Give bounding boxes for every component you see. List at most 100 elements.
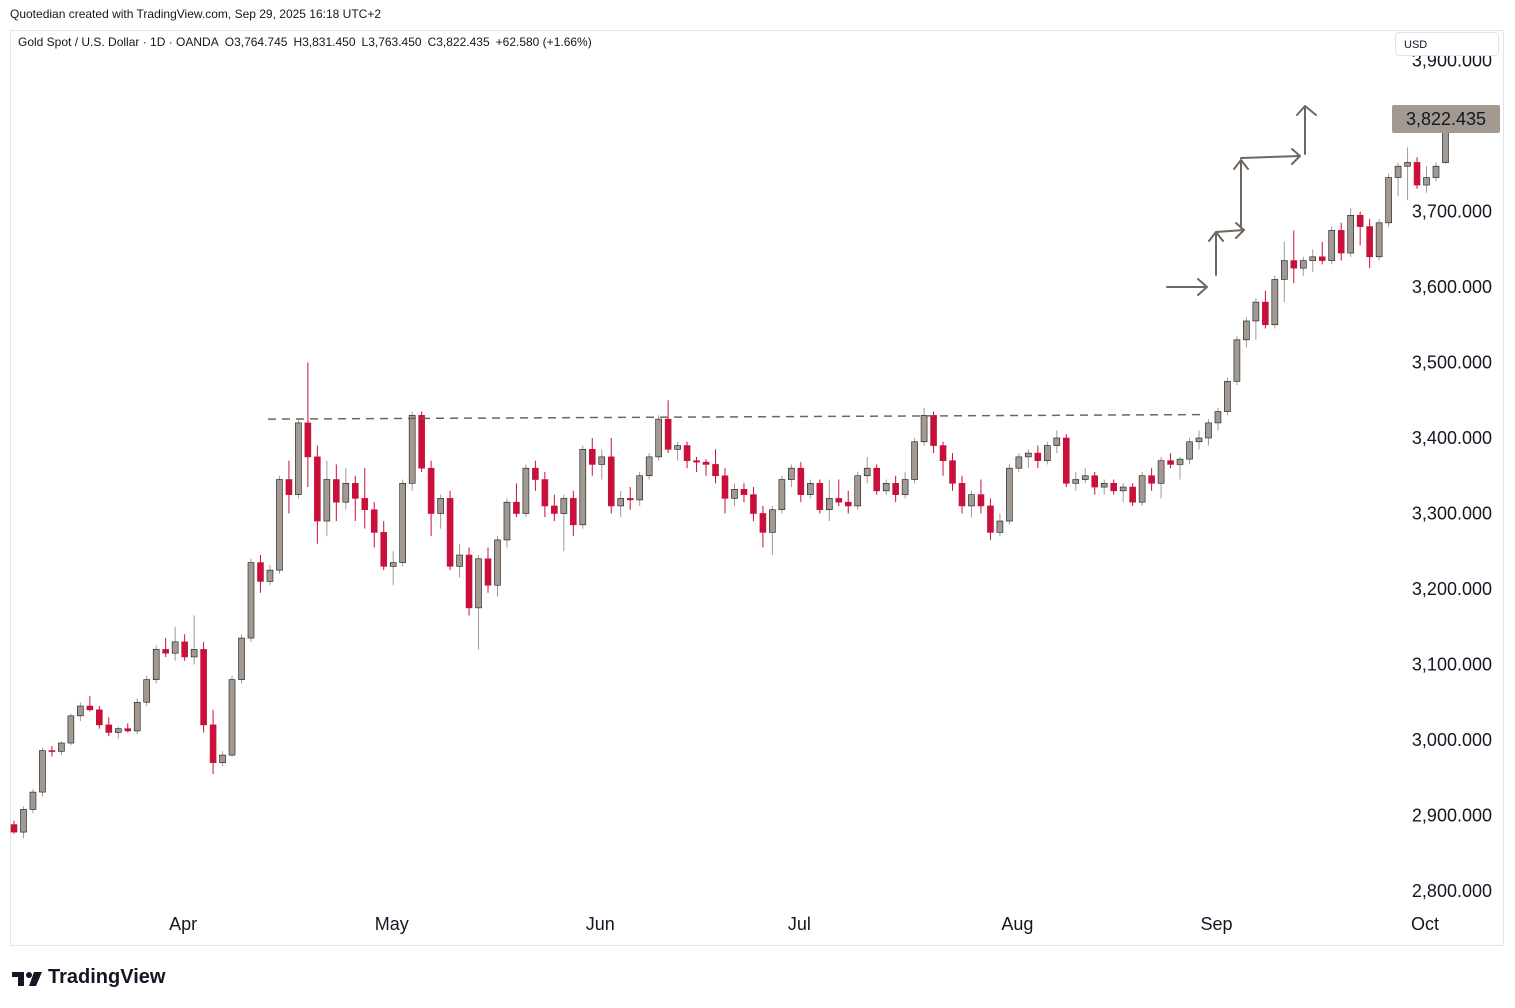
time-tick-label: Jul bbox=[788, 914, 811, 934]
candle bbox=[1299, 256, 1307, 276]
candle bbox=[238, 634, 245, 684]
time-tick-label: Sep bbox=[1200, 914, 1232, 934]
candle-body bbox=[645, 456, 653, 477]
candle bbox=[588, 438, 596, 476]
candle bbox=[816, 479, 824, 514]
candle-body bbox=[418, 415, 425, 469]
currency-button[interactable]: USD bbox=[1395, 32, 1499, 56]
candle-body bbox=[1290, 260, 1298, 269]
candle-body bbox=[380, 532, 388, 567]
candle-body bbox=[844, 501, 852, 507]
candle-body bbox=[351, 482, 359, 499]
candle bbox=[1176, 456, 1184, 480]
price-tick-label: 2,900.000 bbox=[1412, 806, 1492, 826]
candle-body bbox=[1167, 460, 1174, 465]
candle bbox=[228, 675, 236, 757]
candle bbox=[1138, 471, 1146, 506]
price-tick-label: 3,600.000 bbox=[1412, 277, 1492, 297]
arrow-up-3 bbox=[1296, 105, 1317, 155]
candle bbox=[901, 471, 909, 499]
candle bbox=[380, 521, 388, 571]
candle bbox=[882, 479, 890, 495]
candle bbox=[674, 441, 681, 461]
candle-body bbox=[1148, 475, 1155, 484]
candle-body bbox=[1176, 458, 1184, 465]
candle-body bbox=[854, 475, 862, 507]
candle bbox=[1394, 162, 1402, 197]
candle-body bbox=[816, 482, 824, 511]
candle-body bbox=[1394, 165, 1402, 178]
time-tick-label: Apr bbox=[169, 914, 197, 934]
candle-body bbox=[494, 539, 501, 586]
tradingview-logo: TradingView bbox=[12, 966, 165, 989]
candle bbox=[494, 536, 501, 597]
price-axis: 2,800.000 2,900.000 3,000.000 3,100.000 3,20… bbox=[1412, 51, 1492, 902]
candle-body bbox=[48, 750, 56, 752]
candle-body bbox=[1347, 214, 1354, 254]
candle bbox=[949, 453, 956, 491]
candle bbox=[219, 751, 226, 767]
candle bbox=[1337, 222, 1345, 261]
candle-body bbox=[1299, 260, 1307, 269]
candle bbox=[769, 505, 776, 556]
candle-body bbox=[1138, 475, 1146, 503]
candle-body bbox=[266, 569, 274, 582]
candle-body bbox=[133, 701, 141, 732]
candle bbox=[200, 641, 207, 733]
candle bbox=[1129, 483, 1136, 506]
candle bbox=[124, 723, 132, 733]
arrow-up-1 bbox=[1208, 231, 1224, 276]
candle bbox=[1309, 249, 1317, 272]
candle bbox=[1205, 419, 1212, 446]
candle bbox=[427, 460, 435, 537]
candle bbox=[1186, 438, 1193, 465]
candle bbox=[333, 464, 340, 522]
candle bbox=[532, 460, 539, 491]
candle-body bbox=[721, 475, 729, 499]
arrow-right-3 bbox=[1240, 148, 1301, 165]
candle-body bbox=[77, 705, 84, 717]
candle bbox=[304, 362, 312, 488]
candle bbox=[664, 400, 672, 454]
candle bbox=[1214, 407, 1222, 431]
candle bbox=[1356, 211, 1364, 246]
candle-body bbox=[551, 505, 558, 514]
candle bbox=[1015, 453, 1023, 472]
candle-body bbox=[285, 479, 293, 495]
candle bbox=[835, 479, 843, 506]
candle bbox=[1262, 290, 1269, 329]
candle bbox=[958, 475, 966, 514]
candle bbox=[570, 490, 577, 537]
candle-body bbox=[588, 449, 596, 465]
candle bbox=[1053, 430, 1061, 454]
arrow-right-2 bbox=[1215, 222, 1245, 239]
candle bbox=[389, 551, 397, 586]
candle bbox=[190, 615, 198, 665]
candle bbox=[1006, 464, 1013, 525]
candle-body bbox=[484, 558, 492, 586]
candle bbox=[1148, 468, 1155, 491]
candle-body bbox=[370, 509, 378, 533]
candle-body bbox=[190, 649, 198, 658]
candle bbox=[1290, 230, 1298, 284]
candle bbox=[1233, 336, 1241, 386]
candle-body bbox=[238, 637, 245, 680]
candle-body bbox=[276, 479, 283, 571]
time-axis: Apr May Jun Jul Aug Sep Oct bbox=[169, 914, 1439, 934]
candle-body bbox=[228, 679, 236, 756]
candle-body bbox=[437, 498, 444, 514]
legend-symbol[interactable]: Gold Spot / U.S. Dollar · 1D · OANDA bbox=[18, 35, 219, 49]
candle-body bbox=[636, 475, 643, 501]
candle-body bbox=[920, 415, 928, 443]
candle bbox=[162, 638, 169, 657]
candle bbox=[892, 475, 899, 503]
candle bbox=[987, 498, 994, 540]
candle-body bbox=[778, 479, 786, 511]
candle bbox=[939, 441, 947, 476]
candle bbox=[551, 494, 558, 522]
arrow-up-2 bbox=[1233, 159, 1249, 229]
candle bbox=[437, 494, 444, 529]
candle-body bbox=[1262, 301, 1269, 326]
candle-body bbox=[446, 498, 454, 567]
